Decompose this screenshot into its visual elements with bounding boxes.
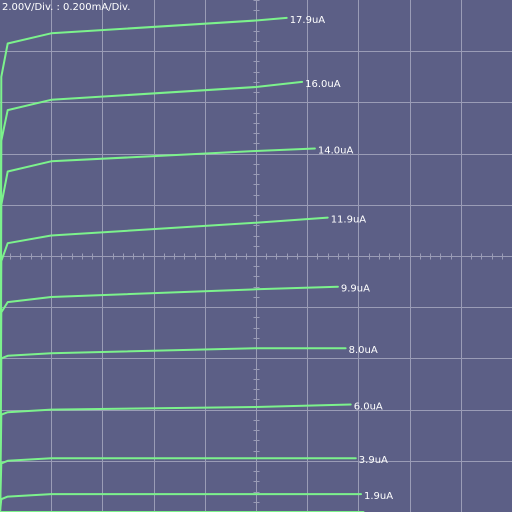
trace-curve — [0, 403, 352, 512]
trace-curve — [0, 493, 362, 512]
trace-label-group: 17.9uA 16.0uA 14.0uA 11.9uA 9.9uA 8.0uA 6.0uA 3… — [290, 15, 394, 502]
trace-label: 3.9uA — [359, 455, 388, 466]
trace-label: 6.0uA — [354, 402, 383, 413]
trace-curve — [0, 285, 339, 512]
trace-curve — [0, 457, 357, 512]
trace-label: 8.0uA — [349, 345, 378, 356]
trace-curve — [0, 147, 316, 512]
trace-group — [0, 16, 365, 512]
trace-label: 1.9uA — [364, 491, 393, 502]
trace-label: 16.0uA — [305, 79, 341, 90]
trace-label: 11.9uA — [331, 215, 367, 226]
trace-label: 9.9uA — [341, 284, 370, 295]
trace-curve — [0, 347, 347, 512]
trace-curve — [0, 216, 329, 512]
scale-readout: 2.00V/Div. : 0.200mA/Div. — [2, 2, 131, 13]
trace-label: 14.0uA — [318, 146, 354, 157]
trace-label: 17.9uA — [290, 15, 326, 26]
